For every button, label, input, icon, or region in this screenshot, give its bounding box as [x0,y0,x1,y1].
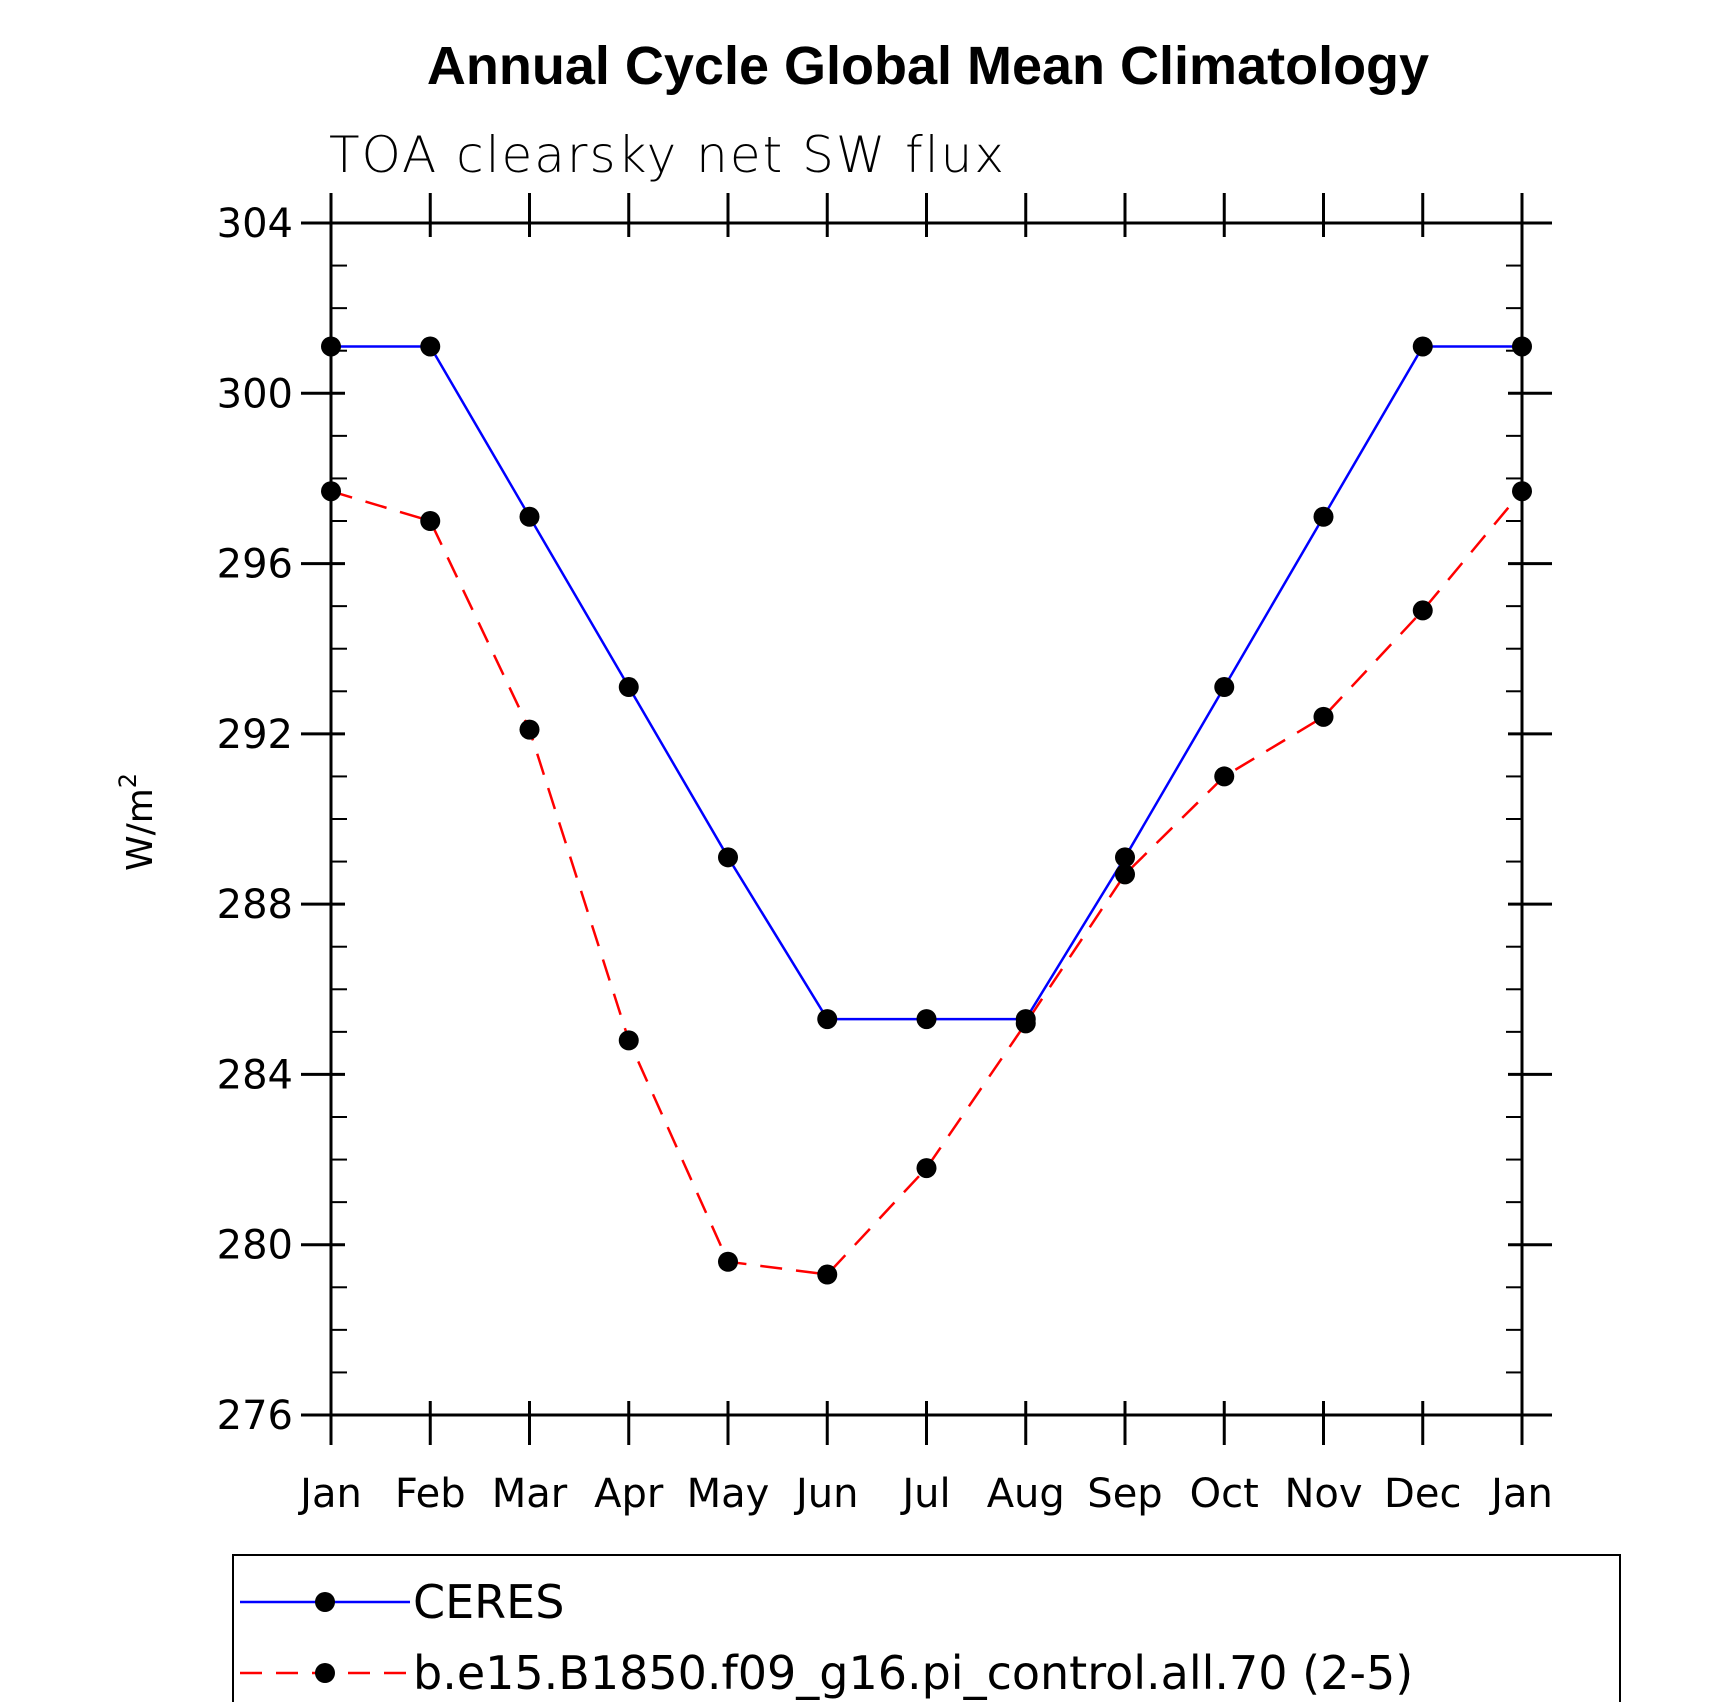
y-tick-label: 292 [217,712,293,758]
legend-label-1: CERES [413,1575,564,1629]
plot-frame [329,221,1524,1417]
x-tick-label: Oct [1190,1471,1259,1517]
series-markers [321,336,1532,1285]
axis-ticks [301,193,1552,1445]
x-tick-labels: Jan Feb Mar Apr May Jun Jul Aug Sep Oct Nov Dec Jan [297,1471,1553,1517]
y-axis-label-text: W/m [120,788,161,871]
series-1-point [519,506,540,527]
x-tick-label: May [687,1471,770,1517]
x-tick-label: Jun [793,1471,859,1517]
y-tick-label: 304 [217,201,293,247]
x-tick-label: Mar [492,1471,568,1517]
y-axis-label-superscript: 2 [114,773,142,788]
series-1-point [718,847,738,868]
series-2-point [519,719,540,740]
x-tick-label: Nov [1284,1471,1362,1517]
series-1-point [420,336,441,357]
series-2-point [1015,1013,1036,1034]
legend-marker-2 [315,1663,335,1683]
series-1-point [1115,847,1135,868]
series-1-point [1412,336,1433,357]
y-tick-label: 296 [217,542,293,588]
series-lines [330,345,1523,1276]
legend-box [232,1554,1621,1702]
y-tick-label: 288 [217,882,293,928]
x-tick-label: Jul [899,1471,950,1517]
chart-subtitle: TOA clearsky net SW flux [329,126,1006,184]
y-tick-label: 280 [217,1223,293,1269]
legend: CERES b.e15.B1850.f09_g16.pi_control.all.… [232,1554,1621,1702]
series-1-point [618,677,639,698]
series-2-point [916,1158,937,1179]
y-tick-label: 276 [217,1393,293,1439]
y-tick-label: 284 [217,1052,293,1098]
series-2-point [1115,864,1135,885]
series-2-point [718,1251,738,1272]
x-tick-label: Jan [1488,1471,1553,1517]
series-line-1 [331,345,1522,1021]
series-line-2 [330,490,1523,1276]
series-1-point [1313,506,1334,527]
series-2-point [420,511,441,531]
y-tick-labels: 276 280 284 288 292 296 300 304 [217,201,293,1439]
x-tick-label: Aug [987,1471,1065,1517]
x-tick-label: Apr [594,1471,664,1517]
x-tick-label: Dec [1384,1471,1461,1517]
series-1-point [817,1009,838,1030]
chart-title: Annual Cycle Global Mean Climatology [427,36,1429,96]
series-2-point [817,1264,838,1285]
y-axis-label: W/m2 [114,773,161,871]
y-tick-label: 300 [217,371,293,417]
legend-marker-1 [315,1592,335,1612]
series-1-point [1214,677,1235,698]
legend-label-2: b.e15.B1850.f09_g16.pi_control.all.70 (2… [413,1646,1413,1700]
series-1-point [916,1009,937,1030]
x-tick-label: Sep [1087,1471,1162,1517]
x-tick-label: Feb [395,1471,466,1517]
x-tick-label: Jan [297,1471,362,1517]
series-2-point [1214,766,1235,787]
series-2-point [1313,706,1334,727]
series-2-point [618,1030,639,1051]
series-2-point [1412,600,1433,621]
